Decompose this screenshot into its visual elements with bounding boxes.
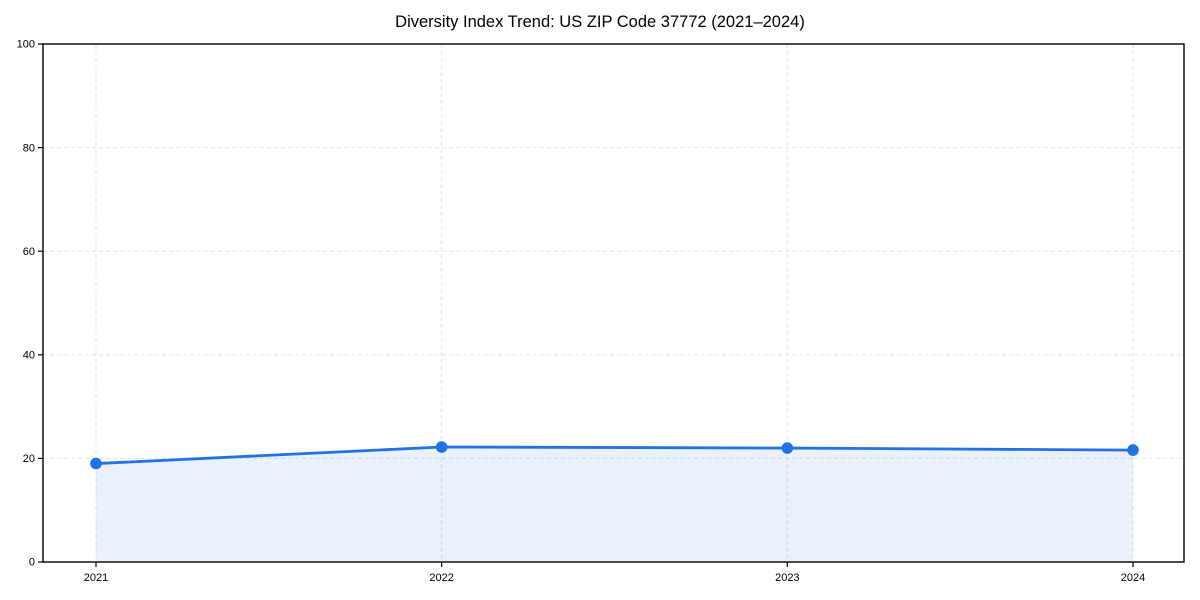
area-fill (96, 447, 1133, 562)
data-point-2023 (781, 442, 794, 454)
data-point-2024 (1127, 444, 1139, 456)
data-point-2021 (90, 457, 102, 470)
x-tick-label: 2023 (775, 572, 799, 584)
x-tick-label: 2021 (84, 572, 108, 584)
y-tick-label: 100 (17, 39, 35, 51)
y-tick-label: 80 (23, 142, 35, 154)
trend-line (94, 445, 1135, 465)
chart-title: Diversity Index Trend: US ZIP Code 37772… (395, 13, 805, 31)
plot-border (42, 43, 1185, 563)
y-tick-label: 40 (23, 350, 35, 362)
x-tick-label: 2022 (429, 572, 453, 584)
data-point-2022 (435, 441, 448, 453)
y-tick-label: 60 (23, 246, 35, 258)
y-tick-label: 20 (23, 453, 35, 465)
y-tick-label: 0 (29, 557, 35, 569)
x-tick-label: 2024 (1121, 572, 1145, 584)
